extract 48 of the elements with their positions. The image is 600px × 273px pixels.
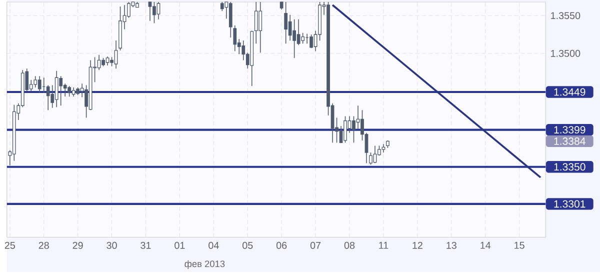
candlestick [310,34,313,48]
candlestick [296,18,300,46]
candlestick [114,40,118,69]
candlestick [220,1,224,12]
x-tick-label: 29 [72,242,83,249]
ref-line-label: 1.3301 [554,200,586,208]
candlestick [34,76,38,88]
y-tick-label: 1.3550 [551,12,580,19]
candlestick [352,116,356,143]
candlestick [233,24,237,52]
ref-line-label: 1.3399 [554,126,586,134]
x-tick-label: 07 [310,242,321,249]
text: 1.3384 [554,137,586,145]
candlestick [152,1,156,24]
x-tick-label: 11 [379,242,388,249]
candlestick [301,32,304,44]
text: фев 2013 [184,260,225,269]
x-tick-label: 12 [412,242,422,249]
candlestick [369,152,372,165]
candlestick [106,56,110,66]
x-tick-label: 01 [174,242,185,249]
ref-line-label: 1.3449 [554,88,586,96]
candlestick [38,76,42,93]
x-tick-label: 15 [514,242,524,249]
candlestick [72,86,76,97]
x-tick-label: 06 [276,242,287,249]
candlestick [373,145,377,164]
x-tick-label: 04 [208,242,219,249]
y-tick-label: 1.3500 [551,50,580,57]
x-tick-label: 28 [38,242,49,249]
ref-line-label: 1.3350 [554,162,586,170]
candlestick [54,70,58,108]
candlestick [46,84,50,110]
candlestick [228,1,232,38]
candlestick [148,1,152,22]
x-tick-label: 30 [106,242,117,249]
x-tick-label: 25 [4,242,15,249]
x-tick-label: 13 [446,242,456,249]
candlestick [288,14,292,41]
candlestick [68,85,72,97]
x-tick-label: 31 [140,242,151,249]
x-tick-label: 05 [242,242,253,249]
x-tick-label: 14 [480,242,491,249]
candlestick [292,18,296,58]
candlestick [284,1,288,44]
candlestick [344,116,347,143]
x-tick-label: 08 [344,242,355,249]
candlestick [59,76,63,106]
